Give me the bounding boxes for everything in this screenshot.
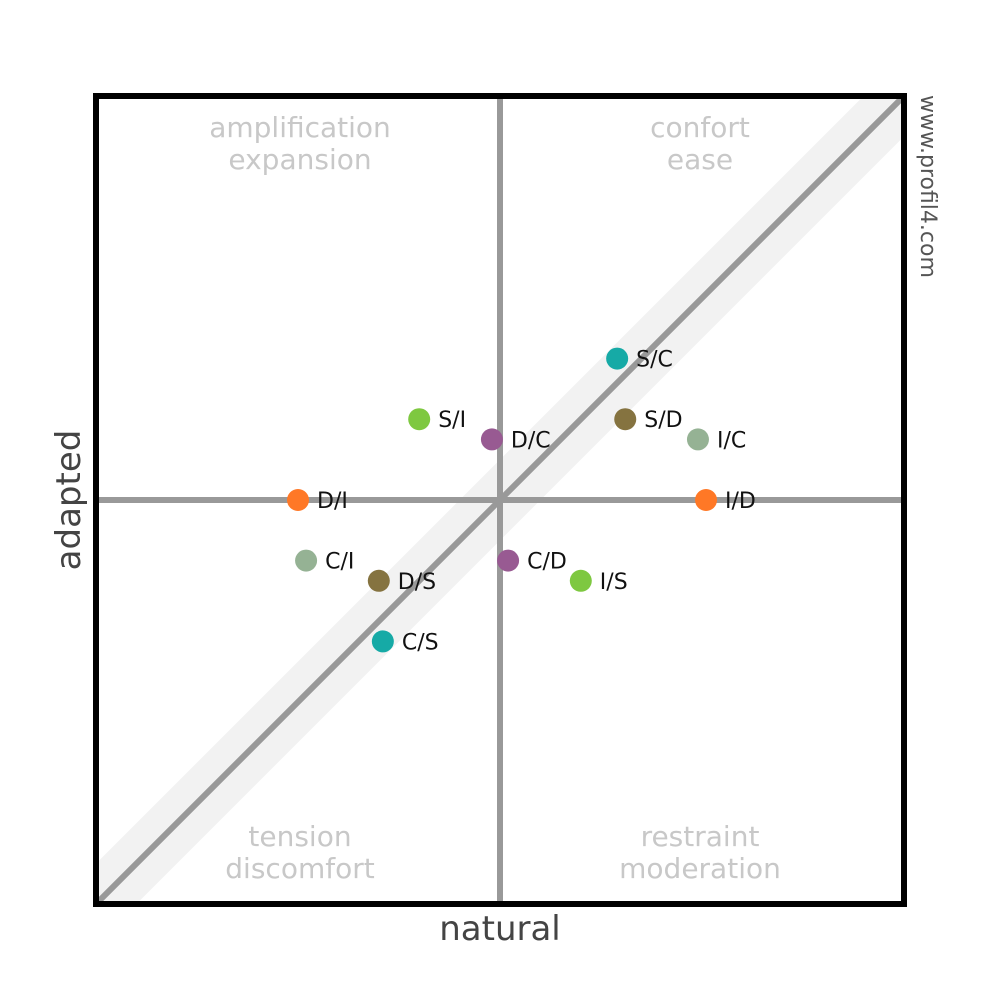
- point-s-c: [606, 347, 629, 370]
- quadrant-top-right-line-1: confort: [650, 111, 750, 144]
- point-d-s: [367, 569, 390, 592]
- point-label-c-s: C/S: [402, 630, 439, 655]
- website-watermark: www.profil4.com: [915, 95, 940, 278]
- y-axis-label: adapted: [49, 430, 89, 571]
- quadrant-bottom-left-line-2: discomfort: [225, 852, 374, 885]
- quadrant-top-left-line-1: amplification: [209, 111, 391, 144]
- point-c-i: [295, 549, 318, 572]
- quadrant-top-left-line-2: expansion: [228, 143, 371, 176]
- quadrant-top-right-line-2: ease: [667, 143, 733, 176]
- point-c-s: [371, 630, 394, 653]
- point-i-s: [569, 569, 592, 592]
- point-label-s-d: S/D: [644, 408, 682, 433]
- data-points: S/C S/I S/D D/C I/C D/I I/D C/I C/D D/S I/S C/S: [287, 347, 756, 655]
- point-i-c: [686, 428, 709, 451]
- quadrant-bottom-right-line-1: restraint: [641, 820, 760, 853]
- point-c-d: [497, 549, 520, 572]
- point-label-s-i: S/I: [438, 408, 466, 433]
- point-label-i-d: I/D: [725, 489, 756, 514]
- point-label-i-c: I/C: [717, 428, 746, 453]
- point-s-i: [408, 408, 431, 431]
- point-label-i-s: I/S: [600, 570, 628, 595]
- point-s-d: [614, 408, 637, 431]
- point-label-c-i: C/I: [325, 550, 354, 575]
- quadrant-bottom-right-line-2: moderation: [619, 852, 781, 885]
- point-label-d-c: D/C: [511, 428, 551, 453]
- x-axis-label: natural: [439, 909, 561, 949]
- plot-frame: [93, 93, 907, 907]
- point-i-d: [695, 489, 718, 511]
- point-label-d-s: D/S: [398, 570, 436, 595]
- point-d-c: [480, 428, 503, 451]
- point-d-i: [287, 489, 309, 511]
- quadrant-labels: amplification expansion confort ease ten…: [209, 111, 781, 885]
- quadrant-bottom-left-line-1: tension: [248, 820, 351, 853]
- point-label-s-c: S/C: [636, 348, 673, 373]
- point-label-c-d: C/D: [527, 550, 567, 575]
- point-label-d-i: D/I: [317, 489, 348, 514]
